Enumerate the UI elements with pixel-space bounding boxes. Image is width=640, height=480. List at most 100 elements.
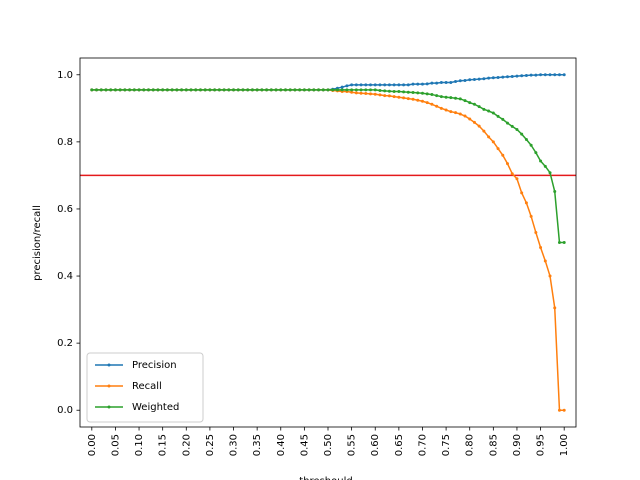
data-point-precision — [397, 83, 401, 87]
data-point-weighted — [95, 88, 99, 92]
data-point-precision — [529, 73, 533, 77]
data-point-weighted — [132, 88, 136, 92]
data-point-weighted — [236, 88, 240, 92]
legend-marker-precision — [107, 363, 111, 367]
data-point-precision — [392, 83, 396, 87]
y-tick-label: 0.2 — [57, 338, 73, 349]
data-point-precision — [524, 73, 528, 77]
data-point-precision — [364, 83, 368, 87]
x-tick-label: 0.70 — [417, 434, 428, 456]
data-point-weighted — [524, 138, 528, 142]
data-point-precision — [515, 74, 519, 78]
data-point-weighted — [463, 99, 467, 103]
data-point-precision — [506, 75, 509, 79]
x-tick-label: 0.10 — [134, 434, 145, 456]
y-tick-label: 0.4 — [57, 271, 73, 282]
data-point-recall — [515, 177, 519, 181]
data-point-recall — [506, 162, 509, 166]
data-point-precision — [496, 75, 500, 79]
x-tick-label: 0.30 — [229, 434, 240, 456]
data-point-recall — [557, 408, 561, 412]
data-point-weighted — [383, 89, 387, 93]
data-point-recall — [487, 135, 491, 139]
data-point-recall — [458, 112, 462, 116]
legend-marker-weighted — [107, 405, 111, 409]
x-tick-label: 0.40 — [276, 434, 287, 456]
data-point-precision — [468, 78, 472, 82]
data-point-weighted — [543, 164, 547, 168]
data-point-weighted — [312, 88, 316, 92]
data-point-recall — [548, 274, 552, 278]
y-tick-label: 0.0 — [57, 405, 73, 416]
legend: Precision Recall Weighted — [86, 352, 204, 423]
data-point-precision — [454, 79, 458, 83]
data-point-precision — [354, 83, 358, 87]
x-tick-label: 0.35 — [252, 434, 263, 456]
data-point-weighted — [265, 88, 269, 92]
data-point-recall — [397, 95, 401, 99]
x-tick-label: 0.20 — [181, 434, 192, 456]
data-point-weighted — [260, 88, 264, 92]
x-tick-label: 0.60 — [370, 434, 381, 456]
data-point-recall — [539, 246, 543, 250]
data-point-weighted — [156, 88, 160, 92]
data-point-precision — [487, 76, 491, 80]
plot-area — [79, 57, 577, 428]
data-point-precision — [444, 80, 448, 84]
data-point-recall — [354, 91, 358, 95]
data-point-weighted — [397, 90, 401, 94]
data-point-weighted — [307, 88, 311, 92]
data-point-precision — [411, 82, 415, 86]
data-point-weighted — [147, 88, 150, 92]
data-point-weighted — [161, 88, 165, 92]
data-point-weighted — [539, 159, 543, 163]
data-point-weighted — [515, 127, 519, 131]
legend-box — [86, 352, 204, 423]
data-point-recall — [435, 104, 439, 108]
data-point-precision — [435, 81, 439, 85]
data-point-weighted — [444, 95, 448, 99]
data-point-weighted — [430, 93, 434, 97]
data-point-weighted — [449, 96, 453, 100]
data-point-weighted — [416, 91, 420, 95]
data-point-weighted — [293, 88, 297, 92]
data-point-precision — [359, 83, 363, 87]
data-point-weighted — [472, 102, 476, 106]
data-point-recall — [529, 214, 533, 218]
data-point-recall — [496, 147, 500, 151]
data-point-weighted — [109, 88, 113, 92]
data-point-weighted — [487, 109, 491, 113]
data-point-weighted — [213, 88, 217, 92]
data-point-weighted — [520, 132, 524, 136]
data-point-precision — [458, 79, 462, 83]
data-point-precision — [543, 73, 547, 77]
data-point-weighted — [317, 88, 321, 92]
data-point-precision — [369, 83, 373, 87]
data-point-weighted — [246, 88, 250, 92]
data-point-recall — [392, 95, 396, 99]
data-point-precision — [340, 85, 344, 89]
data-point-weighted — [369, 88, 373, 92]
data-point-precision — [562, 73, 566, 77]
data-point-weighted — [553, 190, 557, 194]
data-point-recall — [477, 124, 481, 128]
data-point-weighted — [392, 90, 396, 94]
data-point-precision — [378, 83, 382, 87]
data-point-weighted — [340, 88, 344, 92]
data-point-weighted — [420, 91, 424, 95]
data-point-weighted — [458, 97, 462, 101]
data-point-recall — [510, 172, 514, 176]
data-point-weighted — [534, 151, 538, 155]
y-tick-label: 0.8 — [57, 137, 73, 148]
data-point-weighted — [406, 90, 410, 94]
data-point-weighted — [506, 121, 509, 125]
data-point-weighted — [335, 88, 339, 92]
y-tick-label: 1.0 — [57, 70, 73, 81]
data-point-weighted — [142, 88, 146, 92]
data-point-precision — [520, 74, 524, 78]
data-point-weighted — [350, 88, 354, 92]
data-point-recall — [491, 140, 495, 144]
data-point-weighted — [496, 114, 500, 118]
data-point-weighted — [198, 88, 202, 92]
data-point-weighted — [326, 88, 330, 92]
